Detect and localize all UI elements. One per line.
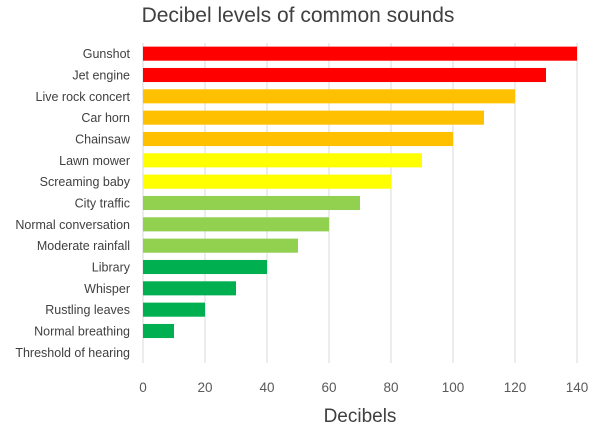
bar [143,89,515,104]
x-tick-label: 80 [383,380,398,395]
category-label: Rustling leaves [45,303,130,317]
bar [143,217,329,232]
bar [143,46,577,61]
category-label: Normal breathing [34,325,130,339]
bar [143,259,267,275]
bar [143,67,546,83]
category-label: Library [92,261,131,275]
category-label: Car horn [81,111,130,125]
category-labels: Gunshot Jet engine Live rock concert Car ho… [15,47,131,360]
x-tick-label: 140 [566,380,589,395]
category-label: Jet engine [72,69,130,83]
category-label: Whisper [84,282,130,296]
category-label: Moderate rainfall [37,239,130,253]
x-tick-label: 120 [504,380,527,395]
category-label: Screaming baby [40,175,131,189]
x-axis-title: Decibels [324,406,397,427]
bar [143,281,236,296]
x-tick-label: 20 [197,380,212,395]
bar [143,174,391,189]
category-label: City traffic [75,197,130,211]
category-label: Chainsaw [75,133,131,147]
category-label: Live rock concert [36,90,131,104]
bar [143,195,360,211]
x-axis-tick-labels: 0 20 40 60 80 100 120 140 [139,380,588,395]
bar [143,302,205,317]
bar [143,153,422,168]
bar [143,323,174,339]
category-label: Normal conversation [15,218,130,232]
x-tick-label: 0 [139,380,147,395]
bar [143,238,298,253]
category-label: Lawn mower [59,154,130,168]
bar [143,110,484,125]
bar [143,131,453,147]
x-tick-label: 40 [259,380,274,395]
x-tick-label: 60 [321,380,336,395]
chart-title: Decibel levels of common sounds [142,4,455,27]
bars [143,46,577,339]
x-tick-label: 100 [442,380,465,395]
category-label: Gunshot [83,47,131,61]
category-label: Threshold of hearing [15,346,130,360]
